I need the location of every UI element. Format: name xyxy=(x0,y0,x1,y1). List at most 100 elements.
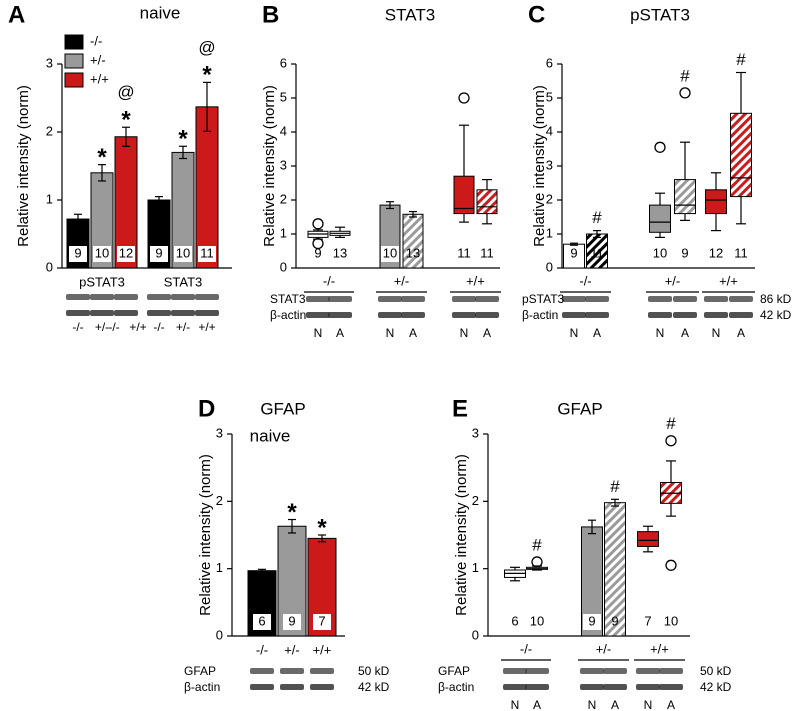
blot-band xyxy=(585,312,609,318)
blot-band xyxy=(195,294,219,300)
blot-row-label: β-actin xyxy=(438,680,474,694)
panel-letter: C xyxy=(528,1,545,28)
blot-band xyxy=(585,296,609,302)
blot-band xyxy=(147,294,171,300)
blot-row-label: GFAP xyxy=(184,664,216,678)
blot-band xyxy=(310,684,334,690)
box xyxy=(705,189,727,215)
y-tick-label: 6 xyxy=(546,55,553,70)
blot-band xyxy=(636,684,660,690)
y-tick-label: 4 xyxy=(280,123,287,138)
blot-band xyxy=(328,312,352,318)
legend-swatch xyxy=(64,34,84,50)
significance-mark: # xyxy=(610,477,620,496)
n-label: 11 xyxy=(457,245,471,260)
panel-title: GFAP xyxy=(260,399,305,418)
blot-size-label: 42 kD xyxy=(358,680,390,694)
blot-band xyxy=(673,296,697,302)
blot-band xyxy=(580,668,604,674)
significance-mark: # xyxy=(736,50,746,69)
significance-mark: * xyxy=(121,107,131,134)
blot-row-label: β-actin xyxy=(270,308,306,322)
n-label: 13 xyxy=(333,245,347,260)
box xyxy=(730,112,752,198)
blot-row-label: β-actin xyxy=(522,308,558,322)
significance-mark: * xyxy=(178,126,188,153)
n-box xyxy=(283,614,301,630)
y-tick-label: 3 xyxy=(472,425,479,440)
blot-band xyxy=(636,668,660,674)
panel-title: naive xyxy=(140,3,181,22)
n-box xyxy=(174,246,192,262)
box xyxy=(674,179,696,215)
n-box xyxy=(198,246,216,262)
blot-size-label: 42 kD xyxy=(700,680,732,694)
n-label: 10 xyxy=(653,245,667,260)
y-axis-label: Relative intensity (norm) xyxy=(15,85,32,247)
n-label: 6 xyxy=(511,613,518,628)
n-label: 10 xyxy=(95,245,109,260)
group-label: -/- xyxy=(520,641,532,656)
n-label: 10 xyxy=(383,245,397,260)
box xyxy=(637,531,659,547)
n-label: 6 xyxy=(258,613,265,628)
n-label: 11 xyxy=(200,245,214,260)
n-label: 12 xyxy=(119,245,133,260)
n-box xyxy=(69,246,87,262)
outlier xyxy=(679,87,691,99)
blot-band xyxy=(648,296,672,302)
blot-size-label: 50 kD xyxy=(700,664,732,678)
condition-label: N xyxy=(314,326,323,340)
legend-label: +/+ xyxy=(90,71,109,86)
blot-band xyxy=(525,668,549,674)
blot-band xyxy=(280,684,304,690)
blot-row-label: β-actin xyxy=(184,680,220,694)
blot-label: +/+ xyxy=(129,320,146,334)
significance-mark: @ xyxy=(198,38,215,57)
blot-band xyxy=(729,296,753,302)
y-tick-label: 2 xyxy=(280,191,287,206)
blot-band xyxy=(729,312,753,318)
n-label: 9 xyxy=(681,245,688,260)
blot-band xyxy=(648,312,672,318)
n-label: 9 xyxy=(155,245,162,260)
n-label: 7 xyxy=(318,613,325,628)
significance-mark: * xyxy=(287,499,297,526)
n-label: 9 xyxy=(288,613,295,628)
n-box xyxy=(150,246,168,262)
condition-label: N xyxy=(386,326,395,340)
significance-mark: # xyxy=(666,414,676,433)
blot-label: +/+ xyxy=(198,320,215,334)
n-label: 11 xyxy=(734,245,748,260)
n-label: 9 xyxy=(570,245,577,260)
x-tick-label: -/- xyxy=(256,642,268,657)
blot-band xyxy=(195,310,219,316)
x-tick-label: +/+ xyxy=(313,642,332,657)
y-tick-label: 2 xyxy=(216,493,223,508)
condition-label: N xyxy=(511,698,520,711)
y-tick-label: 3 xyxy=(216,425,223,440)
n-box xyxy=(313,614,331,630)
n-box xyxy=(93,246,111,262)
blot-band xyxy=(580,684,604,690)
condition-label: N xyxy=(644,698,653,711)
blot-band xyxy=(90,294,114,300)
outlier xyxy=(531,556,543,568)
blot-band xyxy=(659,668,683,674)
y-axis-label: Relative intensity (norm) xyxy=(531,85,548,247)
blot-band xyxy=(475,296,499,302)
y-tick-label: 0 xyxy=(216,627,223,642)
blot-band xyxy=(328,296,352,302)
outlier xyxy=(665,435,677,447)
condition-label: A xyxy=(483,326,491,340)
y-tick-label: 2 xyxy=(46,123,53,138)
blot-row-label: STAT3 xyxy=(270,292,306,306)
box xyxy=(649,204,671,233)
x-tick-label: pSTAT3 xyxy=(79,274,125,289)
blot-band xyxy=(114,294,138,300)
y-tick-label: 3 xyxy=(546,157,553,172)
n-box xyxy=(381,246,399,262)
panel-letter: D xyxy=(198,395,215,422)
significance-mark: # xyxy=(680,66,690,85)
